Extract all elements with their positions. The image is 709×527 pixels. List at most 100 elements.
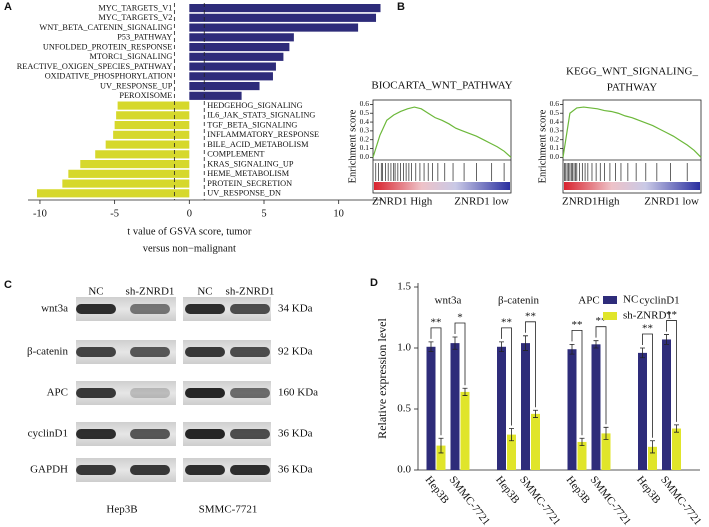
y-tick-label: 0.5 (360, 108, 370, 117)
blot-band (76, 465, 116, 475)
chart-title: BIOCARTA_WNT_PATHWAY (371, 80, 512, 92)
bar (189, 33, 294, 42)
blot-band (185, 465, 225, 475)
bracket (525, 321, 536, 408)
significance: ** (572, 319, 583, 331)
bar (567, 349, 577, 470)
error-bar (533, 409, 538, 418)
blot-column: sh-ZNRD1 (226, 286, 275, 298)
blot-row-label: β-catenin (27, 346, 69, 358)
x-tick-label: 0 (187, 208, 192, 219)
error-bar (640, 347, 645, 359)
blot-column: sh-ZNRD1 (126, 286, 175, 298)
blot-row-label: GAPDH (30, 464, 68, 476)
group-label: β-catenin (498, 295, 540, 307)
panel-label: A (4, 1, 12, 13)
bar (62, 179, 190, 188)
bar (521, 343, 530, 470)
bar-label: UNFOLDED_PROTEIN_RESPONSE (43, 42, 173, 51)
blot-band (230, 388, 270, 398)
blot-band (230, 347, 270, 357)
x-axis-label: versus non−malignant (143, 243, 236, 254)
bar (591, 344, 601, 470)
blot-band (130, 429, 170, 439)
error-bar (579, 437, 585, 446)
bar (436, 445, 446, 470)
y-tick-label: 1.5 (397, 281, 411, 293)
y-tick-label: 0.6 (360, 99, 370, 108)
blot-row-label: APC (47, 387, 68, 399)
bar (531, 413, 540, 470)
x-tick-label: Hep3B (423, 474, 452, 506)
rank-label: ZNRD1High (562, 196, 620, 208)
bar (105, 140, 190, 149)
significance: ** (501, 316, 512, 328)
x-tick-label: Hep3B (493, 474, 522, 506)
bracket (666, 320, 677, 422)
error-bar (523, 335, 528, 351)
bar (117, 101, 190, 110)
x-tick-label: SMMC-7721 (658, 474, 704, 527)
significance: ** (642, 323, 653, 335)
bar (648, 446, 657, 470)
bracket (642, 333, 653, 438)
bar (497, 346, 506, 470)
error-bar (499, 341, 504, 353)
x-tick-label: SMMC-7721 (588, 474, 634, 527)
legend-label: sh-ZNRD1 (623, 310, 672, 322)
error-bar (674, 424, 679, 433)
bracket (595, 326, 607, 425)
bar (672, 428, 681, 470)
blot-column: NC (88, 286, 103, 298)
error-bar (452, 336, 458, 350)
x-axis-label: t value of GSVA score, tumor (127, 226, 252, 237)
y-tick-label: 0.0 (397, 464, 411, 476)
cell-line: Hep3B (106, 504, 137, 516)
bar-label: BILE_ACID_METABOLISM (207, 140, 309, 149)
blot-band (130, 388, 170, 398)
bar (460, 391, 470, 470)
significance: * (457, 312, 463, 324)
bar (189, 72, 273, 81)
bar-label: WNT_BETA_CATENIN_SIGNALING (39, 23, 172, 32)
blot-size: 36 KDa (278, 428, 313, 440)
y-tick-label: 0.3 (550, 126, 560, 135)
blot-band (76, 304, 116, 314)
bar (577, 441, 587, 470)
blot-size: 36 KDa (278, 464, 313, 476)
bar (189, 4, 381, 13)
y-tick-label: 0.4 (550, 117, 560, 126)
error-bar (603, 426, 609, 440)
blot-band (185, 304, 225, 314)
significance: ** (596, 315, 607, 327)
bar (601, 433, 611, 470)
chart-title: KEGG_WNT_SIGNALING_ (566, 66, 698, 78)
x-tick-label: Hep3B (634, 474, 663, 506)
bar (116, 111, 190, 120)
bar (189, 62, 276, 71)
bar-label: P53_PATHWAY (117, 33, 172, 42)
blot-band (76, 347, 116, 357)
plot-frame (562, 99, 702, 194)
rank-label: ZNRD1 low (454, 196, 509, 208)
blot-band (130, 347, 170, 357)
bar (80, 160, 190, 169)
bar-label: HEME_METABOLISM (207, 169, 289, 178)
y-axis-label: Enrichment score (347, 109, 358, 183)
blot-band (230, 429, 270, 439)
bracket (430, 327, 442, 436)
error-bar (569, 343, 575, 355)
error-bar (509, 428, 514, 442)
bar (189, 13, 377, 22)
rank-bar (564, 182, 700, 190)
legend-label: NC (623, 294, 638, 306)
bar (113, 130, 190, 139)
bar (189, 91, 242, 100)
bar-label: INFLAMMATORY_RESPONSE (207, 130, 319, 139)
group-label: wnt3a (435, 295, 462, 307)
significance: ** (666, 309, 677, 321)
y-tick-label: 0.0 (550, 152, 560, 161)
blot-band (130, 465, 170, 475)
y-tick-label: 1.0 (397, 342, 411, 354)
